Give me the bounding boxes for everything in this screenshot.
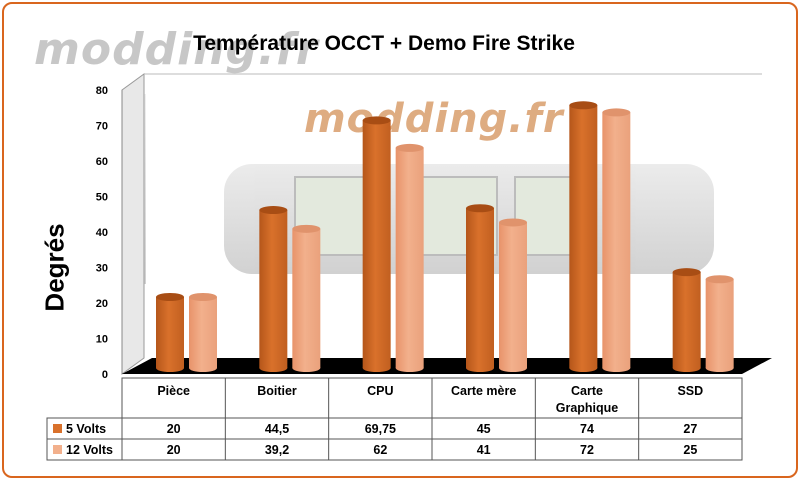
bar-12-volts (602, 112, 631, 369)
y-tick-label: 10 (96, 334, 108, 346)
y-tick-label: 40 (96, 227, 108, 239)
bar-12-volts (292, 228, 321, 368)
table-cell-value: 62 (373, 443, 387, 457)
bar-top (259, 206, 288, 215)
table-row (46, 438, 743, 461)
bar-top (292, 224, 321, 233)
category-label: SSD (677, 384, 703, 398)
y-tick-label: 20 (96, 298, 108, 310)
table-cell-value: 41 (477, 443, 491, 457)
bar-base (189, 364, 217, 372)
bar-base (672, 364, 701, 372)
bar-5-volts (466, 208, 494, 368)
category-label: Pièce (157, 384, 190, 398)
bar-12-volts (189, 297, 217, 368)
bar-base (569, 364, 598, 372)
bar-12-volts (395, 147, 424, 368)
y-tick-label: 60 (96, 156, 108, 168)
bar-top (602, 108, 631, 117)
bar-top (672, 268, 701, 277)
legend-swatch (53, 424, 62, 433)
bar-base (259, 364, 288, 372)
table-cell-value: 74 (580, 422, 594, 436)
bar-chart: 0 10 20 30 40 50 60 70 80 Pièce Boitier CPU Carte mè… (46, 73, 772, 461)
legend-swatch (53, 445, 62, 454)
y-tick-label: 0 (102, 369, 108, 381)
chart-title: Température OCCT + Demo Fire Strike (193, 32, 575, 55)
category-label: Graphique (556, 401, 619, 415)
category-label: Carte (571, 384, 603, 398)
table-cell-value: 44,5 (265, 422, 289, 436)
bar-top (189, 293, 217, 301)
bar-5-volts (156, 297, 184, 368)
y-tick-label: 70 (96, 121, 108, 133)
bar-top (362, 116, 391, 125)
category-label: CPU (367, 384, 393, 398)
category-label: Boitier (257, 384, 297, 398)
legend-label: 5 Volts (66, 422, 106, 436)
bar-5-volts (362, 120, 391, 368)
bar-base (292, 364, 321, 372)
y-tick-label: 50 (96, 192, 108, 204)
watermark-logo: modding.fr (34, 24, 319, 75)
table-cell-value: 39,2 (265, 443, 289, 457)
table-cell-value: 27 (683, 422, 697, 436)
y-tick-label: 80 (96, 85, 108, 97)
bar-base (499, 364, 527, 372)
table-cell-value: 20 (167, 443, 181, 457)
bar-top (156, 293, 184, 301)
bar-top (705, 275, 734, 284)
bar-top (466, 204, 494, 213)
bar-top (499, 218, 527, 227)
watermark-logo-center: modding.fr (304, 96, 564, 142)
bar-base (602, 364, 631, 372)
table-cell-value: 45 (477, 422, 491, 436)
bar-base (395, 364, 424, 372)
side-wall (121, 73, 145, 375)
bar-base (705, 364, 734, 372)
bar-5-volts (672, 272, 701, 368)
bar-top (569, 101, 598, 110)
y-axis-label: Degrés (39, 223, 70, 312)
bar-base (362, 364, 391, 372)
table-cell-value: 69,75 (365, 422, 396, 436)
bar-base (466, 364, 494, 372)
table-cell-value: 72 (580, 443, 594, 457)
bar-base (156, 364, 184, 372)
y-tick-label: 30 (96, 263, 108, 275)
legend-label: 12 Volts (66, 443, 113, 457)
bar-top (395, 143, 424, 152)
category-label: Carte mère (451, 384, 516, 398)
table-cell-value: 20 (167, 422, 181, 436)
bar-12-volts (705, 279, 734, 368)
bar-5-volts (569, 105, 598, 369)
table-cell-value: 25 (683, 443, 697, 457)
bar-12-volts (499, 222, 527, 368)
bar-5-volts (259, 210, 288, 368)
